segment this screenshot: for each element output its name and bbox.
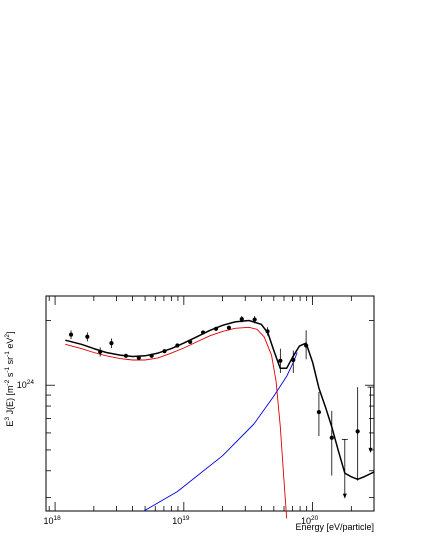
upper-limit-arrow bbox=[342, 493, 347, 499]
data-point bbox=[149, 353, 154, 358]
axis-ticks bbox=[46, 296, 375, 511]
data-point bbox=[213, 326, 219, 331]
series-line-3 bbox=[143, 352, 298, 512]
data-point bbox=[291, 357, 296, 363]
data-point bbox=[226, 325, 232, 330]
plot-frame bbox=[45, 295, 375, 512]
data-point bbox=[109, 341, 114, 346]
upper-limit-arrow bbox=[368, 447, 373, 453]
y-axis-label: E3 J(E) [m-2 s-1 sr-1 eV2] bbox=[4, 331, 15, 426]
data-point bbox=[355, 429, 360, 434]
y-tick-label: 1024 bbox=[17, 379, 35, 390]
data-point bbox=[265, 329, 270, 334]
data-point bbox=[68, 332, 74, 337]
x-tick-label: 1018 bbox=[43, 515, 61, 526]
data-point bbox=[329, 435, 334, 440]
data-point bbox=[136, 355, 141, 360]
data-point bbox=[98, 349, 103, 354]
tick-labels: 1018 1019 1020 1024 bbox=[17, 379, 319, 526]
data-point bbox=[123, 353, 129, 358]
data-point bbox=[239, 317, 244, 322]
x-axis-label: Energy [eV/particle] bbox=[295, 522, 374, 532]
data-point bbox=[175, 343, 180, 348]
data-point bbox=[188, 339, 193, 345]
data-point bbox=[316, 409, 322, 415]
data-point bbox=[278, 358, 283, 363]
series-line-2 bbox=[65, 326, 288, 519]
data-points bbox=[68, 315, 374, 499]
x-tick-label: 1020 bbox=[301, 515, 319, 526]
data-point bbox=[162, 349, 167, 354]
data-point bbox=[304, 343, 309, 348]
x-tick-label: 1019 bbox=[172, 515, 190, 526]
data-point bbox=[200, 330, 206, 335]
data-point bbox=[252, 317, 257, 322]
model-curves bbox=[65, 319, 375, 519]
data-point bbox=[85, 334, 90, 339]
